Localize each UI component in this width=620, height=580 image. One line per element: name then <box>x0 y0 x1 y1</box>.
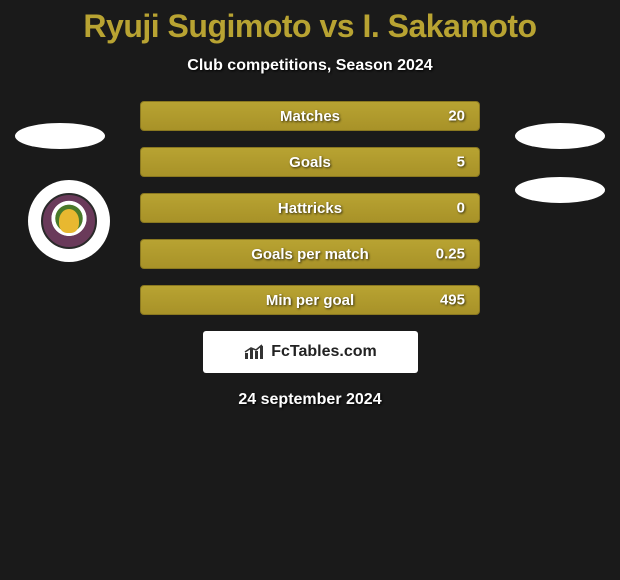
placeholder-ellipse-left <box>15 123 105 149</box>
watermark-text: FcTables.com <box>271 343 377 361</box>
stat-value: 5 <box>457 154 465 171</box>
stat-value: 0 <box>457 200 465 217</box>
club-crest <box>28 180 110 262</box>
stat-bar-goals: Goals 5 <box>140 147 480 177</box>
bar-chart-icon <box>243 343 265 361</box>
stat-bar-hattricks: Hattricks 0 <box>140 193 480 223</box>
stat-value: 0.25 <box>436 246 465 263</box>
stat-label: Matches <box>280 108 340 125</box>
stat-value: 20 <box>448 108 465 125</box>
stat-label: Goals per match <box>251 246 369 263</box>
stat-label: Hattricks <box>278 200 342 217</box>
stats-bars: Matches 20 Goals 5 Hattricks 0 Goals per… <box>140 101 480 315</box>
page-title: Ryuji Sugimoto vs I. Sakamoto <box>0 0 620 45</box>
stat-bar-matches: Matches 20 <box>140 101 480 131</box>
watermark-badge: FcTables.com <box>203 331 418 373</box>
stat-label: Goals <box>289 154 331 171</box>
stat-bar-goals-per-match: Goals per match 0.25 <box>140 239 480 269</box>
placeholder-ellipse-right-1 <box>515 123 605 149</box>
stat-bar-min-per-goal: Min per goal 495 <box>140 285 480 315</box>
date-text: 24 september 2024 <box>0 391 620 409</box>
placeholder-ellipse-right-2 <box>515 177 605 203</box>
page-subtitle: Club competitions, Season 2024 <box>0 57 620 75</box>
stat-value: 495 <box>440 292 465 309</box>
club-crest-icon <box>41 193 97 249</box>
stat-label: Min per goal <box>266 292 354 309</box>
